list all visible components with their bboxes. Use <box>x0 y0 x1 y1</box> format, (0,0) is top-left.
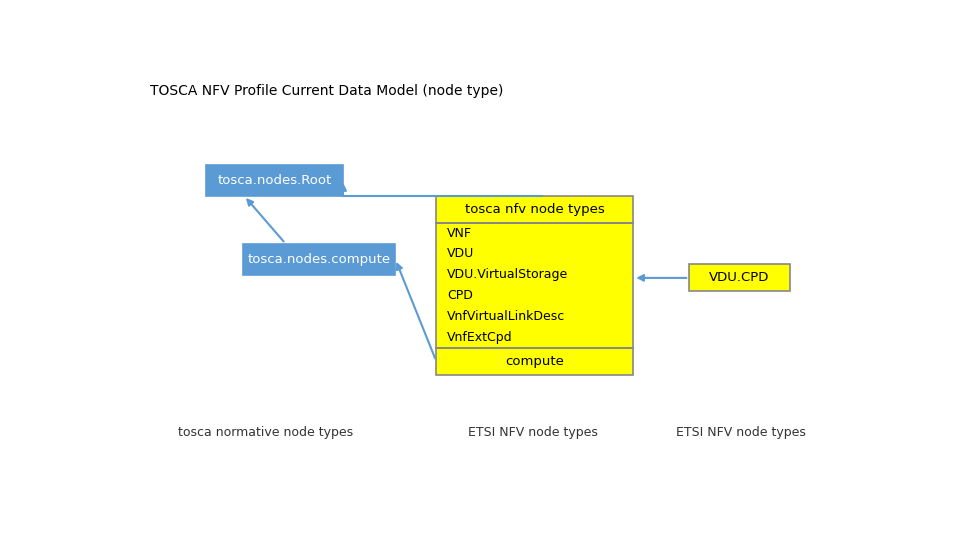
FancyBboxPatch shape <box>436 196 634 223</box>
FancyBboxPatch shape <box>436 223 634 348</box>
FancyBboxPatch shape <box>205 165 344 196</box>
Text: tosca.nodes.Root: tosca.nodes.Root <box>217 174 331 187</box>
Text: TOSCA NFV Profile Current Data Model (node type): TOSCA NFV Profile Current Data Model (no… <box>150 84 503 98</box>
Text: VNF: VNF <box>447 227 472 240</box>
Text: VnfExtCpd: VnfExtCpd <box>447 330 513 343</box>
Text: ETSI NFV node types: ETSI NFV node types <box>676 426 806 439</box>
FancyBboxPatch shape <box>689 265 789 292</box>
Text: VDU.VirtualStorage: VDU.VirtualStorage <box>447 268 568 281</box>
FancyBboxPatch shape <box>436 348 634 375</box>
Text: CPD: CPD <box>447 289 473 302</box>
Text: VDU: VDU <box>447 247 474 260</box>
Text: tosca normative node types: tosca normative node types <box>178 426 352 439</box>
Text: ETSI NFV node types: ETSI NFV node types <box>468 426 598 439</box>
Text: VDU.CPD: VDU.CPD <box>709 272 770 285</box>
Text: VnfVirtualLinkDesc: VnfVirtualLinkDesc <box>447 310 565 323</box>
FancyBboxPatch shape <box>243 244 396 275</box>
Text: compute: compute <box>505 355 564 368</box>
Text: tosca nfv node types: tosca nfv node types <box>465 203 605 216</box>
Text: tosca.nodes.compute: tosca.nodes.compute <box>248 253 391 266</box>
